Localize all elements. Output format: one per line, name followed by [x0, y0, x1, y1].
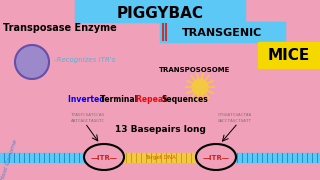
Text: —ITR—: —ITR— [203, 155, 229, 161]
Text: Sequences: Sequences [161, 96, 208, 105]
Text: 13 Basepairs long: 13 Basepairs long [115, 125, 205, 134]
Text: CTGGATCGACTAA: CTGGATCGACTAA [218, 113, 252, 117]
Text: TTAGTCGATCCAG: TTAGTCGATCCAG [71, 113, 105, 117]
Text: TRANSPOSOSOME: TRANSPOSOSOME [159, 67, 231, 73]
Text: Repeat: Repeat [136, 96, 169, 105]
Bar [118, 153, 202, 162]
Bar [258, 42, 320, 68]
Text: Inverted: Inverted [68, 96, 108, 105]
Text: TRANSGENIC: TRANSGENIC [182, 28, 262, 38]
Text: —ITR—: —ITR— [91, 155, 117, 161]
Circle shape [192, 79, 208, 95]
Text: Transposase Enzyme: Transposase Enzyme [3, 23, 117, 33]
Bar [160, 22, 285, 42]
Text: MICE: MICE [268, 48, 310, 64]
Text: Target DNA: Target DNA [145, 156, 175, 161]
Text: Host Genome: Host Genome [0, 139, 18, 180]
Text: Terminal: Terminal [100, 96, 140, 105]
Bar [75, 0, 245, 22]
Ellipse shape [84, 144, 124, 170]
Circle shape [15, 45, 49, 79]
Text: GACCTAGCTGATT: GACCTAGCTGATT [218, 119, 252, 123]
Text: PIGGYBAC: PIGGYBAC [116, 6, 204, 21]
Bar [0, 153, 90, 162]
Ellipse shape [196, 144, 236, 170]
Text: AATCAGCTAGGTC: AATCAGCTAGGTC [71, 119, 105, 123]
Bar [228, 153, 320, 162]
Text: -Recognizes ITR's: -Recognizes ITR's [54, 57, 115, 63]
